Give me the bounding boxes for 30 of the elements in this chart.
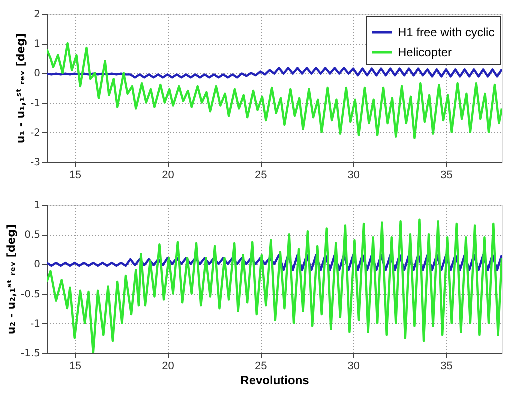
x-axis-title: Revolutions xyxy=(240,374,310,388)
y-tick-label: 1 xyxy=(34,200,40,212)
x-tick-label: 15 xyxy=(69,170,82,182)
line-series xyxy=(47,254,502,272)
y-tick-label: -0.5 xyxy=(20,289,40,300)
y-tick-label: 1 xyxy=(34,39,40,50)
line-series xyxy=(47,42,502,140)
x-tick-label: 35 xyxy=(440,170,453,182)
y-axis-title: u₁ - u₁,₁ˢᵗ ᵣₑᵥ [deg] xyxy=(14,33,28,144)
y-tick-label: -3 xyxy=(30,158,40,168)
legend-label: H1 free with cyclic xyxy=(398,26,495,40)
y-tick-label: -2 xyxy=(30,128,40,139)
x-tick-label: 15 xyxy=(69,360,82,372)
y-tick-label: 0.5 xyxy=(24,230,40,242)
y-tick-label: 2 xyxy=(34,10,40,20)
x-tick-label: 25 xyxy=(254,170,268,182)
x-tick-label: 20 xyxy=(162,170,174,182)
line-series xyxy=(47,67,502,79)
legend-label: Helicopter xyxy=(398,46,452,60)
x-tick-label: 20 xyxy=(162,360,174,372)
x-tick-label: 25 xyxy=(254,360,268,372)
y-tick-label: -1 xyxy=(30,98,40,110)
y-axis-title: u₂ - u₂,₁ˢᵗ ᵣₑᵥ [deg] xyxy=(4,224,18,335)
y-tick-label: -1.5 xyxy=(20,348,40,360)
x-tick-label: 30 xyxy=(348,170,360,182)
x-tick-label: 30 xyxy=(348,360,360,372)
y-tick-label: 0 xyxy=(34,260,40,271)
y-tick-label: 0 xyxy=(34,68,40,80)
y-tick-label: -1 xyxy=(30,318,40,330)
x-tick-label: 35 xyxy=(440,360,453,372)
